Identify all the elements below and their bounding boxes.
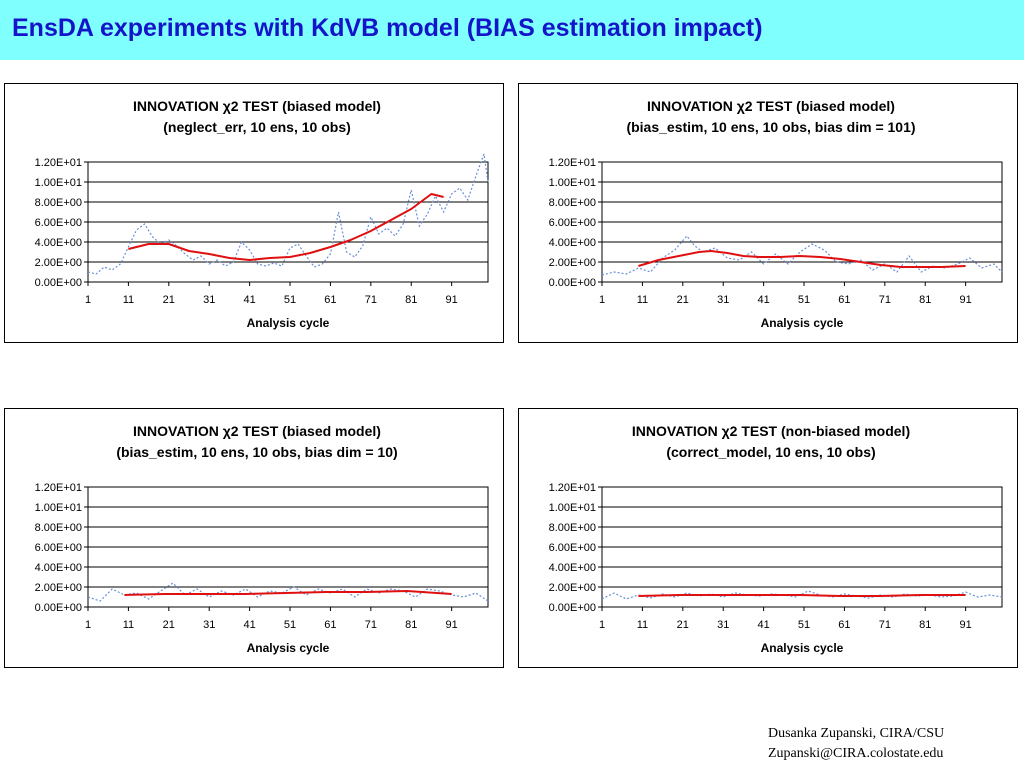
series-line-smoothed	[128, 193, 444, 261]
x-tick-label: 51	[798, 294, 810, 306]
x-tick-label: 41	[243, 619, 255, 631]
x-tick-label: 31	[203, 294, 215, 306]
y-tick-label: 8.00E+00	[35, 522, 82, 534]
x-tick-label: 81	[405, 294, 417, 306]
y-tick-label: 1.20E+01	[549, 157, 596, 169]
y-tick-label: 6.00E+00	[35, 542, 82, 554]
y-tick-label: 0.00E+00	[35, 277, 82, 289]
chart-panel-bias-estim-10: INNOVATION χ2 TEST (biased model) (bias_e…	[4, 408, 504, 668]
chart-panel-correct-model: INNOVATION χ2 TEST (non-biased model) (co…	[518, 408, 1018, 668]
x-tick-label: 61	[324, 619, 336, 631]
title-bar: EnsDA experiments with KdVB model (BIAS …	[0, 0, 1024, 60]
y-tick-label: 4.00E+00	[549, 562, 596, 574]
x-axis-label: Analysis cycle	[761, 316, 844, 330]
x-tick-label: 91	[960, 294, 972, 306]
chart-title: INNOVATION χ2 TEST (biased model)	[647, 98, 895, 114]
chart-title: INNOVATION χ2 TEST (biased model)	[133, 98, 381, 114]
chart-panel-neglect-err: INNOVATION χ2 TEST (biased model) (neglec…	[4, 83, 504, 343]
x-tick-label: 61	[838, 619, 850, 631]
y-tick-label: 8.00E+00	[35, 197, 82, 209]
chart-bias-estim-101: INNOVATION χ2 TEST (biased model) (bias_e…	[549, 98, 1003, 330]
chart-subtitle: (neglect_err, 10 ens, 10 obs)	[163, 119, 351, 135]
footer-credits: Dusanka Zupanski, CIRA/CSU Zupanski@CIRA…	[768, 724, 944, 764]
x-tick-label: 51	[798, 619, 810, 631]
x-tick-label: 91	[446, 294, 458, 306]
slide-title: EnsDA experiments with KdVB model (BIAS …	[12, 14, 763, 42]
chart-correct-model: INNOVATION χ2 TEST (non-biased model) (co…	[549, 423, 1003, 655]
x-tick-label: 11	[637, 294, 648, 306]
y-tick-label: 2.00E+00	[549, 257, 596, 269]
series-line-raw	[87, 153, 489, 275]
x-tick-label: 41	[243, 294, 255, 306]
x-tick-label: 31	[717, 294, 729, 306]
x-tick-label: 21	[163, 294, 175, 306]
y-tick-label: 8.00E+00	[549, 197, 596, 209]
x-axis-label: Analysis cycle	[761, 641, 844, 655]
x-tick-label: 21	[677, 619, 689, 631]
x-tick-label: 1	[85, 619, 91, 631]
x-tick-label: 21	[677, 294, 689, 306]
x-tick-label: 71	[879, 619, 891, 631]
x-tick-label: 81	[919, 619, 931, 631]
y-tick-label: 1.00E+01	[35, 502, 82, 514]
x-tick-label: 61	[838, 294, 850, 306]
x-tick-label: 11	[123, 294, 134, 306]
y-tick-label: 6.00E+00	[35, 217, 82, 229]
x-tick-label: 11	[123, 619, 134, 631]
x-tick-label: 61	[324, 294, 336, 306]
x-tick-label: 81	[405, 619, 417, 631]
y-tick-label: 0.00E+00	[549, 277, 596, 289]
y-tick-label: 6.00E+00	[549, 542, 596, 554]
x-tick-label: 51	[284, 619, 296, 631]
y-tick-label: 1.20E+01	[549, 482, 596, 494]
x-tick-label: 71	[365, 619, 377, 631]
chart-title: INNOVATION χ2 TEST (non-biased model)	[632, 423, 910, 439]
x-axis-label: Analysis cycle	[247, 641, 330, 655]
email-line: Zupanski@CIRA.colostate.edu	[768, 746, 944, 761]
chart-bias-estim-10: INNOVATION χ2 TEST (biased model) (bias_e…	[35, 423, 489, 655]
x-tick-label: 1	[599, 619, 605, 631]
x-tick-label: 91	[960, 619, 972, 631]
y-tick-label: 1.20E+01	[35, 157, 82, 169]
x-tick-label: 1	[599, 294, 605, 306]
x-tick-label: 1	[85, 294, 91, 306]
author-line: Dusanka Zupanski, CIRA/CSU	[768, 726, 945, 741]
x-tick-label: 41	[757, 619, 769, 631]
y-tick-label: 2.00E+00	[35, 582, 82, 594]
y-tick-label: 4.00E+00	[549, 237, 596, 249]
x-tick-label: 31	[717, 619, 729, 631]
y-tick-label: 1.00E+01	[35, 177, 82, 189]
y-tick-label: 0.00E+00	[549, 602, 596, 614]
x-tick-label: 91	[446, 619, 458, 631]
y-tick-label: 4.00E+00	[35, 562, 82, 574]
y-tick-label: 1.00E+01	[549, 502, 596, 514]
x-tick-label: 31	[203, 619, 215, 631]
x-tick-label: 51	[284, 294, 296, 306]
chart-panel-bias-estim-101: INNOVATION χ2 TEST (biased model) (bias_e…	[518, 83, 1018, 343]
y-tick-label: 1.20E+01	[35, 482, 82, 494]
y-tick-label: 2.00E+00	[35, 257, 82, 269]
chart-neglect-err: INNOVATION χ2 TEST (biased model) (neglec…	[35, 98, 489, 330]
y-tick-label: 4.00E+00	[35, 237, 82, 249]
x-tick-label: 21	[163, 619, 175, 631]
chart-title: INNOVATION χ2 TEST (biased model)	[133, 423, 381, 439]
x-tick-label: 81	[919, 294, 931, 306]
y-tick-label: 8.00E+00	[549, 522, 596, 534]
chart-subtitle: (bias_estim, 10 ens, 10 obs, bias dim = …	[626, 119, 915, 135]
y-tick-label: 1.00E+01	[549, 177, 596, 189]
y-tick-label: 0.00E+00	[35, 602, 82, 614]
chart-subtitle: (bias_estim, 10 ens, 10 obs, bias dim = …	[116, 444, 397, 460]
y-tick-label: 6.00E+00	[549, 217, 596, 229]
x-tick-label: 71	[365, 294, 377, 306]
series-line-smoothed	[638, 250, 966, 268]
x-axis-label: Analysis cycle	[247, 316, 330, 330]
x-tick-label: 71	[879, 294, 891, 306]
chart-subtitle: (correct_model, 10 ens, 10 obs)	[666, 444, 875, 460]
x-tick-label: 41	[757, 294, 769, 306]
series-line-smoothed	[638, 594, 966, 597]
x-tick-label: 11	[637, 619, 648, 631]
y-tick-label: 2.00E+00	[549, 582, 596, 594]
series-line-smoothed	[124, 590, 452, 596]
